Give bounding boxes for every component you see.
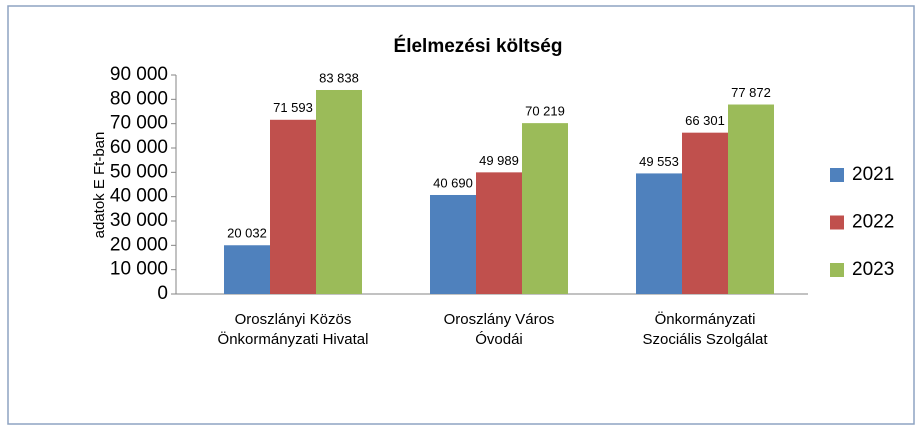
legend-swatch bbox=[830, 168, 844, 182]
y-tick-label: 40 000 bbox=[110, 186, 168, 207]
y-tick-label: 50 000 bbox=[110, 161, 168, 182]
y-tick-label: 30 000 bbox=[110, 210, 168, 231]
data-label: 83 838 bbox=[319, 70, 359, 85]
data-label: 70 219 bbox=[525, 104, 565, 119]
legend-label: 2021 bbox=[852, 164, 894, 185]
bar bbox=[224, 245, 270, 294]
data-label: 77 872 bbox=[731, 85, 771, 100]
x-tick-label: Önkormányzati Szociális Szolgálat bbox=[642, 311, 768, 348]
x-tick-label: Oroszlányi Közös Önkormányzati Hivatal bbox=[217, 311, 369, 348]
y-tick-label: 80 000 bbox=[110, 88, 168, 109]
bar bbox=[682, 132, 728, 294]
bar bbox=[522, 123, 568, 295]
data-label: 40 690 bbox=[433, 175, 473, 190]
y-tick-label: 90 000 bbox=[110, 64, 168, 85]
x-tick-label: Oroszlány Város Óvodái bbox=[443, 311, 555, 348]
data-label: 49 989 bbox=[479, 153, 519, 168]
y-axis-label: adatok E Ft-ban bbox=[91, 132, 108, 239]
y-tick-label: 20 000 bbox=[110, 234, 168, 255]
data-label: 71 593 bbox=[273, 100, 313, 115]
bar bbox=[316, 89, 362, 294]
bar bbox=[476, 172, 522, 294]
legend-swatch bbox=[830, 215, 844, 230]
y-tick-label: 10 000 bbox=[110, 259, 168, 280]
y-tick-label: 70 000 bbox=[110, 113, 168, 134]
bar bbox=[636, 173, 682, 294]
bar bbox=[270, 119, 316, 294]
legend-label: 2023 bbox=[852, 259, 894, 280]
y-tick-label: 0 bbox=[157, 283, 168, 304]
data-label: 49 553 bbox=[639, 154, 679, 169]
y-tick-label: 60 000 bbox=[110, 137, 168, 158]
bar bbox=[728, 104, 774, 294]
data-label: 66 301 bbox=[685, 113, 725, 128]
bar bbox=[430, 194, 476, 294]
legend-swatch bbox=[830, 263, 844, 277]
legend-label: 2022 bbox=[852, 212, 894, 233]
data-label: 20 032 bbox=[227, 226, 267, 241]
chart-title: Élelmezési költség bbox=[394, 35, 563, 57]
